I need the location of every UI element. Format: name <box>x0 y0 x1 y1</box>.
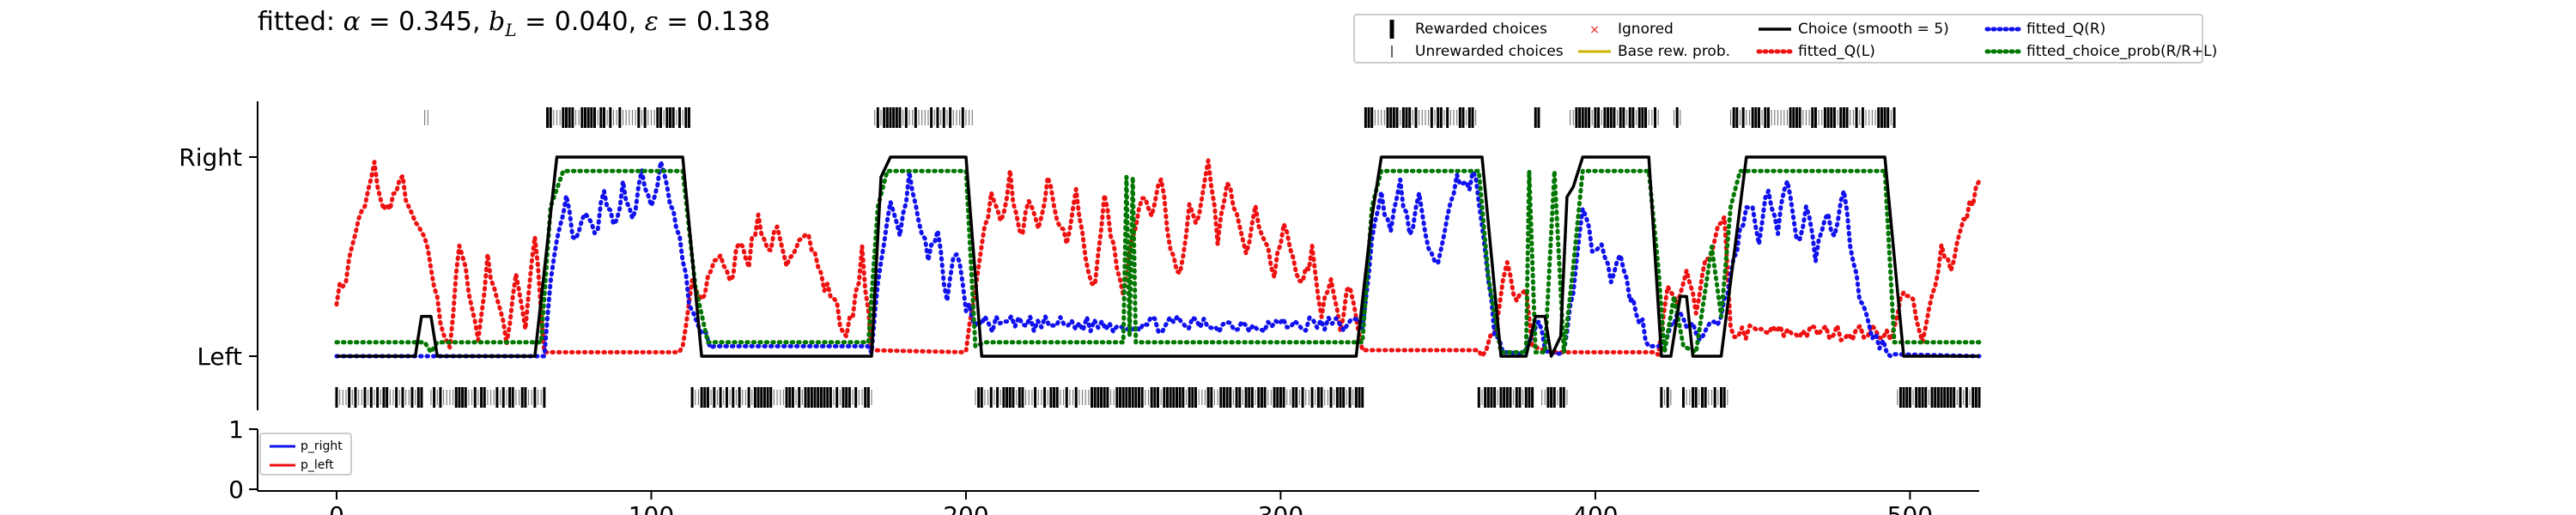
fitted-ql-line <box>334 158 1982 359</box>
choice-smooth-line <box>337 155 1979 358</box>
chart-title: fitted: α = 0.345, bL = 0.040, ε = 0.138 <box>258 7 770 40</box>
y-tick-label: Left <box>197 342 242 371</box>
main-legend: Rewarded choices Unrewarded choices × Ig… <box>1353 14 2217 64</box>
prob-axes: 01 <box>228 415 258 504</box>
x-tick-label: 0 <box>329 501 344 515</box>
x-tick-label: 400 <box>1572 501 1618 515</box>
svg-text:×: × <box>1589 23 1600 37</box>
prob-y-tick-label: 0 <box>228 476 244 504</box>
fitted-qr-line <box>334 159 1982 359</box>
main-axes: Left Right <box>179 101 1982 410</box>
x-tick-label: 500 <box>1887 501 1933 515</box>
choice-raster <box>335 107 1981 408</box>
x-axis: 0 100 200 300 400 500 <box>258 490 1979 515</box>
x-tick-label: 300 <box>1258 501 1303 515</box>
x-tick-label: 100 <box>629 501 674 515</box>
x-tick-label: 200 <box>943 501 988 515</box>
prob-y-tick-label: 1 <box>228 415 244 444</box>
y-tick-label: Right <box>179 143 242 172</box>
prob-legend: p_right p_left <box>259 433 352 476</box>
